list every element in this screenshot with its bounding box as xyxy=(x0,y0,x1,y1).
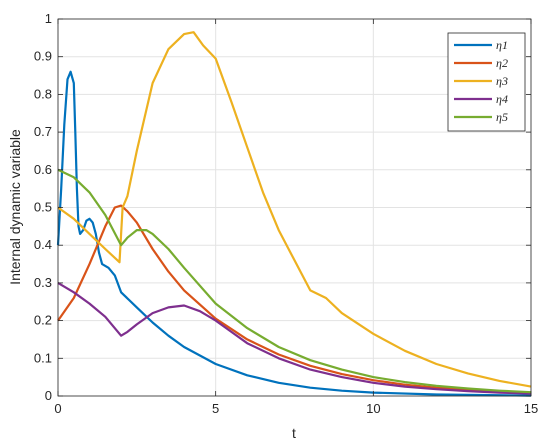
legend-label-3: η3 xyxy=(496,74,508,88)
series-line-4 xyxy=(57,281,532,395)
series-line-2 xyxy=(57,204,532,395)
y-axis-title: Internal dynamic variable xyxy=(7,129,23,285)
series-line-5 xyxy=(57,168,532,394)
legend-label-2: η2 xyxy=(496,56,508,70)
x-tick-label: 10 xyxy=(366,401,380,416)
y-tick-label: 0.3 xyxy=(34,275,52,290)
legend-label-5: η5 xyxy=(496,110,508,124)
series-layer xyxy=(56,31,532,397)
y-tick-label: 0.1 xyxy=(34,350,52,365)
x-axis-title: t xyxy=(292,425,296,441)
y-tick-label: 0 xyxy=(45,388,52,403)
series-line-1 xyxy=(56,70,532,397)
x-tick-label: 5 xyxy=(212,401,219,416)
ticks: 0 5 10 15 0 0.1 0.2 0.3 0.4 0.5 0.6 0.7 0.8 0.9 1 xyxy=(34,11,538,416)
y-tick-label: 0.6 xyxy=(34,162,52,177)
x-tick-label: 0 xyxy=(54,401,61,416)
y-tick-label: 1 xyxy=(45,11,52,26)
legend-label-1: η1 xyxy=(496,38,508,52)
y-tick-label: 0.2 xyxy=(34,313,52,328)
legend-label-4: η4 xyxy=(496,92,508,106)
y-tick-label: 0.5 xyxy=(34,200,52,215)
x-tick-label: 15 xyxy=(524,401,538,416)
series-line-3 xyxy=(57,31,532,388)
y-tick-label: 0.4 xyxy=(34,237,52,252)
y-tick-label: 0.7 xyxy=(34,124,52,139)
y-tick-label: 0.8 xyxy=(34,86,52,101)
legend: η1 η2 η3 η4 η5 xyxy=(447,32,526,132)
y-tick-label: 0.9 xyxy=(34,49,52,64)
